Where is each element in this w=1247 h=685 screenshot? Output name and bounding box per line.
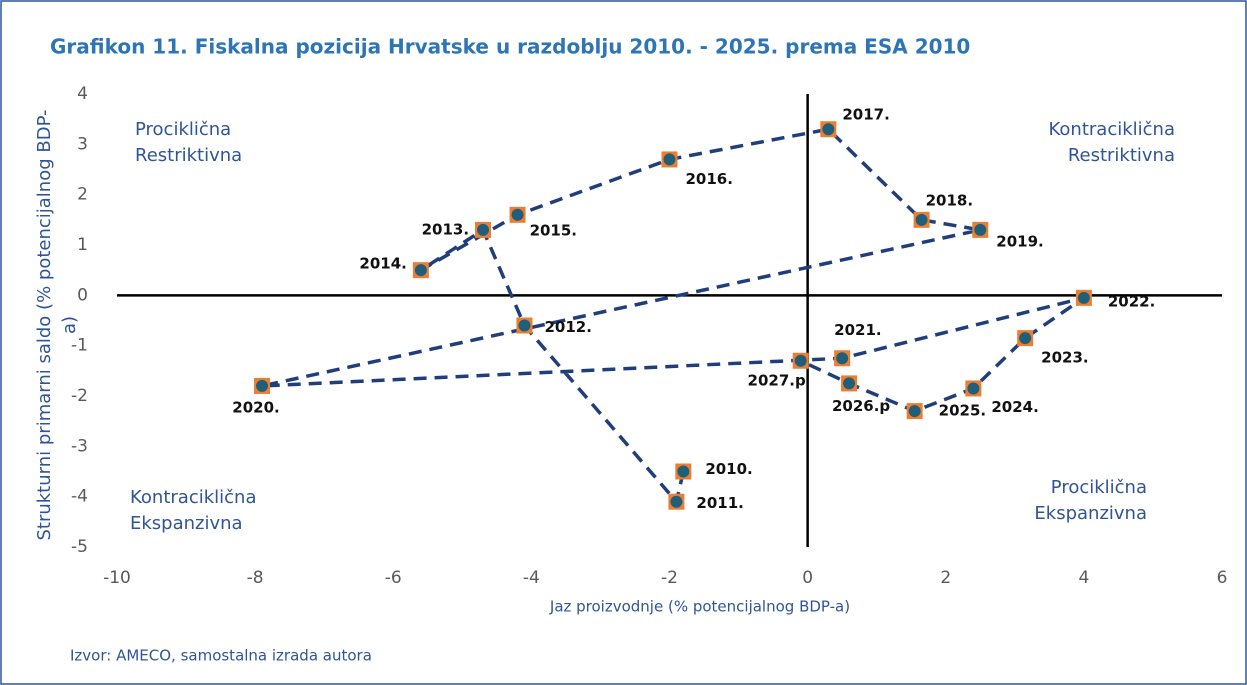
- y-tick-label: 0: [77, 285, 88, 305]
- point-label: 2016.: [686, 170, 733, 188]
- marker-point: [836, 352, 849, 365]
- point-label: 2021.: [834, 321, 881, 339]
- x-tick-label: 6: [1217, 568, 1228, 588]
- point-label: 2013.: [422, 220, 469, 238]
- marker-point: [843, 377, 856, 390]
- marker-point: [663, 153, 676, 166]
- point-label: 2015.: [530, 221, 577, 239]
- y-tick-label: 1: [77, 235, 88, 255]
- marker-point: [794, 354, 807, 367]
- point-label: 2020.: [232, 398, 279, 416]
- y-tick-label: 2: [77, 185, 88, 205]
- point-label: 2011.: [696, 494, 743, 512]
- marker-point: [915, 213, 928, 226]
- marker-point: [974, 223, 987, 236]
- marker-point: [822, 123, 835, 136]
- x-tick-label: -10: [103, 568, 131, 588]
- y-tick-label: 3: [77, 134, 88, 154]
- y-tick-label: 4: [77, 84, 88, 104]
- x-tick-label: -8: [247, 568, 264, 588]
- y-tick-label: -1: [71, 336, 88, 356]
- y-tick-label: -3: [71, 436, 88, 456]
- y-tick-label: -5: [71, 537, 88, 557]
- point-label: 2018.: [926, 191, 973, 209]
- x-axis-label: Jaz proizvodnje (% potencijalnog BDP-a): [549, 598, 850, 616]
- x-tick-label: -6: [385, 568, 402, 588]
- y-axis-label: Strukturni primarni saldo (% potencijaln…: [34, 109, 55, 540]
- x-tick-label: -4: [523, 568, 540, 588]
- y-tick-label: -2: [71, 386, 88, 406]
- quadrant-label: Prociklična: [1051, 477, 1147, 498]
- quadrant-label: Kontraciklična: [1049, 119, 1175, 140]
- point-label: 2017.: [842, 106, 889, 124]
- point-label: 2019.: [996, 232, 1043, 250]
- marker-point: [477, 223, 490, 236]
- x-tick-label: -2: [661, 568, 678, 588]
- point-label: 2010.: [705, 460, 752, 478]
- marker-point: [1077, 291, 1090, 304]
- marker-point: [908, 405, 921, 418]
- x-tick-label: 0: [802, 568, 813, 588]
- x-tick-label: 2: [940, 568, 951, 588]
- connecting-line: [261, 127, 1085, 506]
- y-axis-label: a): [59, 316, 80, 334]
- marker-point: [511, 208, 524, 221]
- y-tick-label: -4: [71, 487, 88, 507]
- quadrant-label: Kontraciklična: [130, 487, 256, 508]
- point-label: 2023.: [1041, 349, 1088, 367]
- source-note: Izvor: AMECO, samostalna izrada autora: [70, 647, 372, 665]
- marker-point: [414, 264, 427, 277]
- quadrant-label: Restriktivna: [1068, 145, 1175, 166]
- quadrant-label: Ekspanzivna: [1034, 503, 1147, 524]
- marker-point: [967, 382, 980, 395]
- point-label: 2014.: [359, 255, 406, 273]
- marker-point: [677, 465, 690, 478]
- marker-point: [256, 379, 269, 392]
- point-label: 2026.p: [832, 397, 890, 415]
- quadrant-label: Restriktivna: [135, 145, 242, 166]
- point-label: 2024.: [991, 398, 1038, 416]
- marker-point: [518, 319, 531, 332]
- point-label: 2012.: [544, 318, 591, 336]
- x-tick-label: 4: [1078, 568, 1089, 588]
- marker-point: [670, 495, 683, 508]
- quadrant-label: Prociklična: [135, 119, 231, 140]
- point-label: 2025.: [939, 402, 986, 420]
- point-label: 2027.p: [748, 371, 806, 389]
- point-label: 2022.: [1108, 292, 1155, 310]
- chart-title: Grafikon 11. Fiskalna pozicija Hrvatske …: [50, 35, 970, 59]
- marker-point: [1019, 332, 1032, 345]
- quadrant-label: Ekspanzivna: [130, 513, 243, 534]
